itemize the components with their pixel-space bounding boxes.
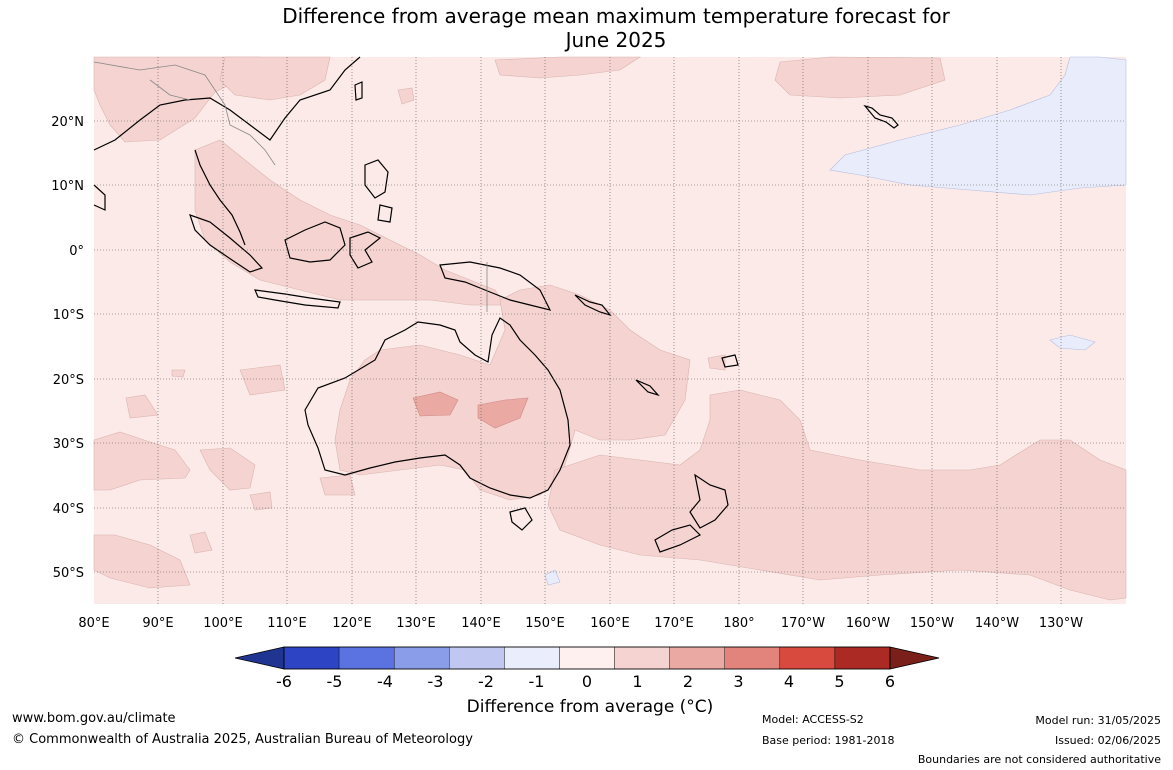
map-title-line1: Difference from average mean maximum tem…: [282, 4, 950, 28]
colorbar-low-arrow: [234, 646, 285, 670]
lon-label: 170°E: [654, 616, 694, 631]
colorbar-tick-label: 3: [733, 672, 743, 691]
model-run-date: Model run: 31/05/2025: [1035, 714, 1161, 727]
colorbar-cell: [669, 646, 725, 670]
lon-label: 110°E: [267, 616, 307, 631]
colorbar-cell: [338, 646, 395, 670]
national-borders: [93, 61, 488, 312]
lon-label: 170°W: [781, 616, 825, 631]
colorbar-tick-label: 6: [885, 672, 895, 691]
lat-label: 10°S: [53, 308, 84, 323]
lat-label: 10°N: [51, 179, 84, 194]
colorbar-cell: [283, 646, 340, 670]
base-period: Base period: 1981-2018: [762, 734, 895, 747]
lon-label: 140°E: [461, 616, 501, 631]
issued-date: Issued: 02/06/2025: [1054, 734, 1161, 747]
anomaly-2-to-3-regions: [412, 391, 529, 429]
gridlines: [94, 57, 1126, 604]
lon-label: 150°W: [910, 616, 954, 631]
copyright-notice: © Commonwealth of Australia 2025, Austra…: [12, 732, 473, 747]
anomaly-1-to-2-regions: [93, 56, 1127, 601]
lon-label: 130°E: [396, 616, 436, 631]
longitude-labels: 80°E 90°E 100°E 110°E 120°E 130°E 140°E …: [78, 616, 1083, 631]
colorbar-tick-label: -2: [478, 672, 494, 691]
lon-label: 80°E: [78, 616, 109, 631]
map-area: [93, 56, 1127, 604]
lon-label: 100°E: [203, 616, 243, 631]
colorbar-cell: [779, 646, 836, 670]
colorbar-cell: [614, 646, 670, 670]
lon-label: 90°E: [142, 616, 173, 631]
colorbar-tick-label: 5: [834, 672, 844, 691]
colorbar-cell: [724, 646, 781, 670]
colorbar-cell: [393, 646, 450, 670]
colorbar-tick-label: -3: [428, 672, 444, 691]
colorbar-title: Difference from average (°C): [466, 697, 714, 717]
colorbar-tick-label: -4: [377, 672, 393, 691]
coastlines: [93, 56, 899, 553]
colorbar-tick-label: 2: [683, 672, 693, 691]
map-title-line2: June 2025: [565, 28, 667, 52]
lat-label: 20°S: [53, 373, 84, 388]
lon-label: 150°E: [525, 616, 565, 631]
colorbar-tick-label: -6: [276, 672, 292, 691]
lon-label: 160°W: [846, 616, 890, 631]
colorbar-cells: [283, 646, 891, 670]
map-title: Difference from average mean maximum tem…: [0, 4, 1173, 52]
colorbar-cell: [834, 646, 891, 670]
lat-label: 0°: [69, 244, 84, 259]
colorbar-tick-label: -1: [529, 672, 545, 691]
colorbar-tick-labels: -6 -5 -4 -3 -2 -1 0 1 2 3 4 5 6: [276, 672, 895, 691]
lat-label: 20°N: [51, 115, 84, 130]
colorbar-tick-label: 1: [632, 672, 642, 691]
colorbar-cell: [449, 646, 505, 670]
lat-label: 40°S: [53, 502, 84, 517]
colorbar-cell: [504, 646, 560, 670]
model-name: Model: ACCESS-S2: [762, 713, 864, 726]
lat-label: 30°S: [53, 437, 84, 452]
colorbar-high-arrow: [889, 646, 940, 670]
lon-label: 160°E: [590, 616, 630, 631]
lon-label: 120°E: [332, 616, 372, 631]
colorbar-tick-label: 0: [582, 672, 592, 691]
lat-label: 50°S: [53, 566, 84, 581]
lon-label: 140°W: [975, 616, 1019, 631]
latitude-labels: 20°N 10°N 0° 10°S 20°S 30°S 40°S 50°S: [51, 115, 84, 581]
colorbar-cell: [559, 646, 615, 670]
lon-label: 180°: [723, 616, 754, 631]
colorbar-tick-label: 4: [784, 672, 794, 691]
colorbar: -6 -5 -4 -3 -2 -1 0 1 2 3 4 5 6: [234, 646, 940, 691]
boundaries-disclaimer: Boundaries are not considered authoritat…: [917, 753, 1161, 766]
anomaly-minus1-to-0-regions: [544, 56, 1127, 586]
colorbar-frame: [283, 646, 891, 670]
lon-label: 130°W: [1039, 616, 1083, 631]
colorbar-tick-label: -5: [327, 672, 343, 691]
website-link[interactable]: www.bom.gov.au/climate: [12, 711, 176, 726]
